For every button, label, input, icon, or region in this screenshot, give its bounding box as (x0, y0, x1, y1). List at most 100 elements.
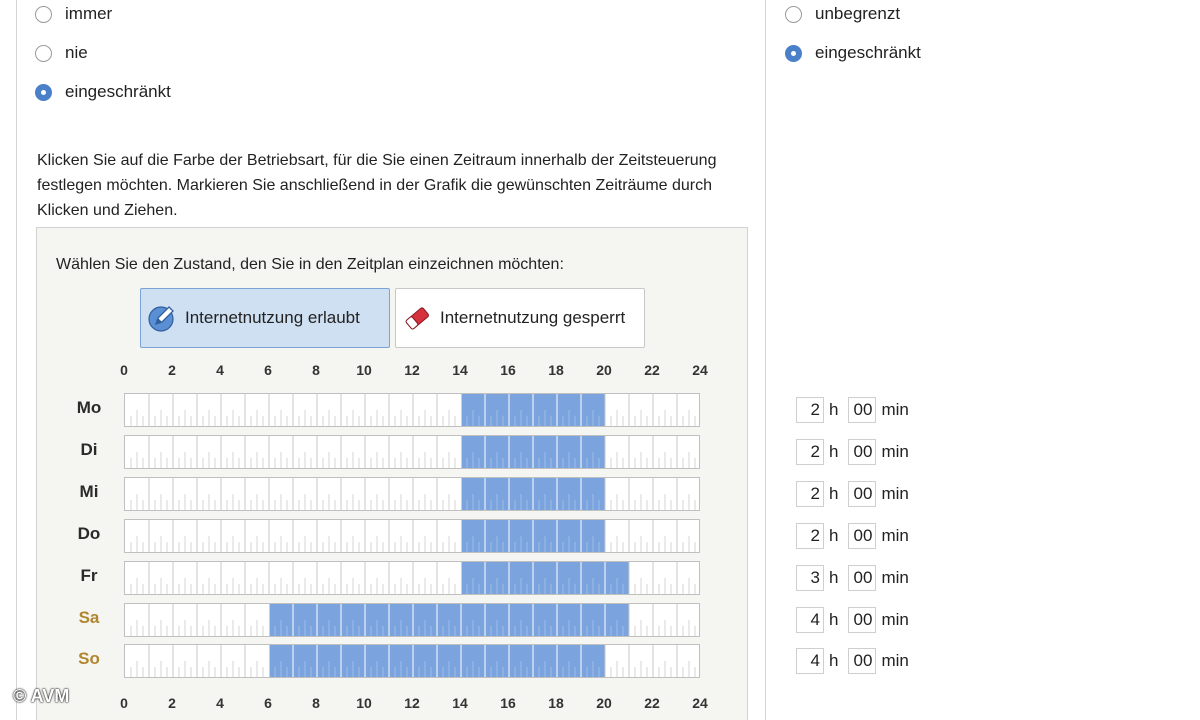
hour-tick-label: 0 (120, 695, 128, 711)
budget-hours-input[interactable]: 4 (796, 606, 824, 633)
schedule-row-mi[interactable] (124, 476, 700, 511)
budget-row-mo: 2 h 00 min (796, 397, 909, 423)
hour-tick-label: 14 (452, 695, 468, 711)
mode-allowed-button[interactable]: Internetnutzung erlaubt (140, 288, 390, 348)
hour-tick-label: 4 (216, 362, 224, 378)
hour-tick-label: 6 (264, 695, 272, 711)
hour-tick-label: 12 (404, 695, 420, 711)
schedule-panel: Wählen Sie den Zustand, den Sie in den Z… (36, 227, 748, 720)
instructions-text: Klicken Sie auf die Farbe der Betriebsar… (37, 152, 717, 219)
budget-minutes-input[interactable]: 00 (848, 438, 877, 465)
radio-label: eingeschränkt (815, 43, 921, 62)
schedule-row-sa[interactable] (124, 602, 700, 637)
day-label-fr: Fr (80, 565, 98, 585)
hours-unit-label: h (829, 525, 839, 545)
budget-minutes-input[interactable]: 00 (848, 522, 877, 549)
budget-hours-input[interactable]: 2 (796, 480, 824, 507)
radio-button[interactable] (35, 5, 52, 23)
budget-row-sa: 4 h 00 min (796, 606, 909, 633)
day-label-di: Di (80, 439, 98, 459)
mode-allowed-label: Internetnutzung erlaubt (185, 308, 360, 327)
hour-tick-label: 18 (548, 362, 564, 378)
radio-label: nie (65, 43, 88, 62)
eraser-icon (405, 307, 429, 330)
budget-minutes-input[interactable]: 00 (848, 397, 877, 423)
hour-tick-label: 2 (168, 695, 176, 711)
budget-hours-input[interactable]: 2 (796, 397, 824, 423)
budget-hours-input[interactable]: 4 (796, 648, 824, 675)
budget-minutes-input[interactable]: 00 (848, 480, 877, 507)
left-column-border (16, 0, 17, 720)
mode-blocked-button[interactable]: Internetnutzung gesperrt (395, 288, 645, 348)
pencil-icon (148, 306, 174, 332)
budget-row-do: 2 h 00 min (796, 522, 909, 549)
radio-unbegrenzt[interactable]: unbegrenzt (785, 4, 900, 24)
hour-tick-label: 14 (452, 362, 468, 378)
hours-unit-label: h (829, 609, 839, 629)
radio-nie[interactable]: nie (35, 43, 88, 63)
minutes-unit-label: min (881, 609, 909, 629)
radio-button-selected[interactable] (785, 44, 802, 62)
hour-tick-label: 20 (596, 362, 612, 378)
schedule-row-do[interactable] (124, 518, 700, 553)
radio-label: eingeschränkt (65, 82, 171, 101)
day-label-so: So (78, 649, 100, 669)
copyright-watermark: © AVM (13, 686, 70, 706)
budget-minutes-input[interactable]: 00 (848, 564, 877, 591)
radio-eingeschraenkt[interactable]: eingeschränkt (35, 82, 171, 102)
minutes-unit-label: min (881, 525, 909, 545)
minutes-unit-label: min (881, 483, 909, 503)
hour-tick-label: 22 (644, 362, 660, 378)
budget-hours-input[interactable]: 2 (796, 522, 824, 549)
hours-unit-label: h (829, 567, 839, 587)
schedule-row-so[interactable] (124, 644, 700, 679)
schedule-row-graphic (130, 603, 696, 636)
hours-unit-label: h (829, 400, 839, 419)
hour-tick-label: 12 (404, 362, 420, 378)
minutes-unit-label: min (881, 651, 909, 671)
hour-tick-label: 0 (120, 362, 128, 378)
budget-minutes-input[interactable]: 00 (848, 606, 877, 633)
hour-tick-label: 22 (644, 695, 660, 711)
hour-tick-label: 20 (596, 695, 612, 711)
budget-row-di: 2 h 00 min (796, 438, 909, 465)
budget-hours-input[interactable]: 2 (796, 438, 824, 465)
schedule-row-di[interactable] (124, 434, 700, 469)
radio-button[interactable] (35, 44, 52, 62)
hours-unit-label: h (829, 483, 839, 503)
budget-hours-input[interactable]: 3 (796, 564, 824, 591)
mode-blocked-label: Internetnutzung gesperrt (440, 308, 626, 327)
radio-button-selected[interactable] (35, 83, 52, 101)
hours-unit-label: h (829, 651, 839, 671)
budget-minutes-input[interactable]: 00 (848, 648, 877, 675)
day-label-mi: Mi (79, 481, 99, 501)
minutes-unit-label: min (881, 400, 909, 419)
radio-eingeschraenkt-budget[interactable]: eingeschränkt (785, 43, 921, 63)
hour-tick-label: 18 (548, 695, 564, 711)
minutes-unit-label: min (881, 441, 909, 461)
hour-tick-label: 16 (500, 695, 516, 711)
schedule-row-fr[interactable] (124, 560, 700, 595)
hour-scale-bottom: 0 2 4 6 8 10 12 14 16 18 20 22 24 (120, 695, 708, 711)
hour-tick-label: 10 (356, 362, 372, 378)
hour-tick-label: 16 (500, 362, 516, 378)
radio-label: unbegrenzt (815, 4, 901, 23)
hour-tick-label: 2 (168, 362, 176, 378)
schedule-row-graphic (130, 561, 696, 594)
schedule-row-graphic (130, 645, 696, 678)
schedule-row-graphic (130, 435, 696, 468)
radio-button[interactable] (785, 5, 802, 23)
schedule-prompt: Wählen Sie den Zustand, den Sie in den Z… (56, 256, 564, 273)
radio-label: immer (65, 4, 113, 23)
radio-immer[interactable]: immer (35, 4, 112, 24)
day-label-do: Do (77, 523, 101, 543)
schedule-row-mo[interactable] (124, 393, 700, 427)
hour-tick-label: 6 (264, 362, 272, 378)
hour-tick-label: 4 (216, 695, 224, 711)
hour-tick-label: 8 (312, 695, 320, 711)
schedule-row-graphic (130, 477, 696, 510)
schedule-row-graphic (130, 394, 696, 426)
hour-tick-label: 24 (692, 362, 708, 378)
hour-tick-label: 8 (312, 362, 320, 378)
budget-row-so: 4 h 00 min (796, 648, 909, 675)
